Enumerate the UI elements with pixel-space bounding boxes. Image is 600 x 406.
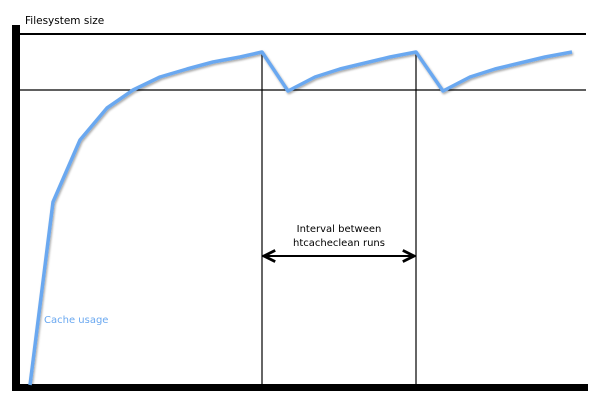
interval-label-line1: Interval between (296, 224, 382, 235)
y-axis (12, 25, 20, 391)
y-axis-label: Filesystem size (25, 15, 105, 27)
x-axis (12, 384, 588, 391)
cache-usage-curve (28, 50, 573, 386)
interval-label: Interval between htcacheclean runs (262, 223, 416, 251)
interval-label-line2: htcacheclean runs (293, 238, 385, 249)
series-label: Cache usage (44, 315, 109, 326)
